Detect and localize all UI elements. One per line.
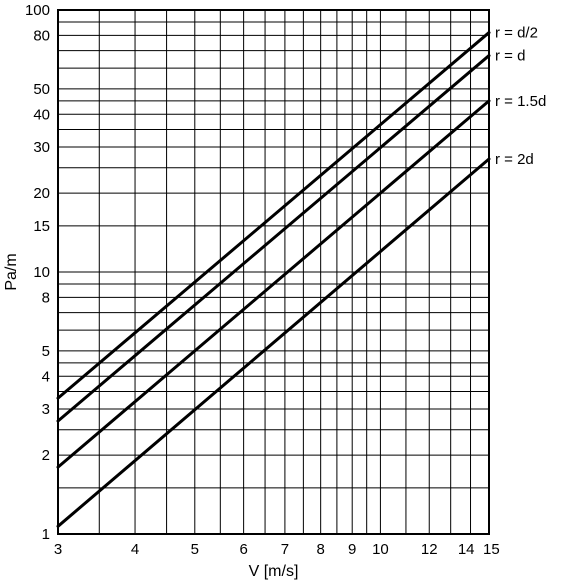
x-tick-label: 7 [281,541,289,558]
y-axis-label: Pa/m [3,253,20,290]
y-tick-label: 20 [33,185,50,202]
x-tick-label: 9 [348,541,356,558]
y-tick-label: 15 [33,218,50,235]
y-tick-label: 80 [33,27,50,44]
y-tick-label: 100 [25,2,50,19]
x-tick-label: 3 [54,541,62,558]
y-tick-label: 10 [33,264,50,281]
x-tick-label: 10 [372,541,389,558]
x-tick-label: 14 [458,541,475,558]
x-tick-label: 15 [483,541,500,558]
y-tick-label: 5 [42,343,50,360]
x-tick-label: 8 [316,541,324,558]
pressure-drop-chart: 34567891012141512345810152030405080100V … [0,0,561,584]
x-tick-label: 6 [239,541,247,558]
y-tick-label: 40 [33,106,50,123]
x-tick-label: 5 [191,541,199,558]
y-tick-label: 3 [42,401,50,418]
y-tick-label: 1 [42,526,50,543]
x-tick-label: 4 [131,541,139,558]
x-tick-label: 12 [421,541,438,558]
series-label-r-d2: r = d/2 [495,25,538,42]
y-tick-label: 4 [42,368,50,385]
y-tick-label: 50 [33,81,50,98]
series-label-r-d: r = d [495,48,525,65]
x-axis-label: V [m/s] [249,563,299,580]
y-tick-label: 30 [33,139,50,156]
y-tick-label: 8 [42,289,50,306]
series-label-r-1_5d: r = 1.5d [495,93,546,110]
chart-background [0,0,561,584]
y-tick-label: 2 [42,447,50,464]
chart-svg: 34567891012141512345810152030405080100V … [0,0,561,584]
series-label-r-2d: r = 2d [495,151,534,168]
